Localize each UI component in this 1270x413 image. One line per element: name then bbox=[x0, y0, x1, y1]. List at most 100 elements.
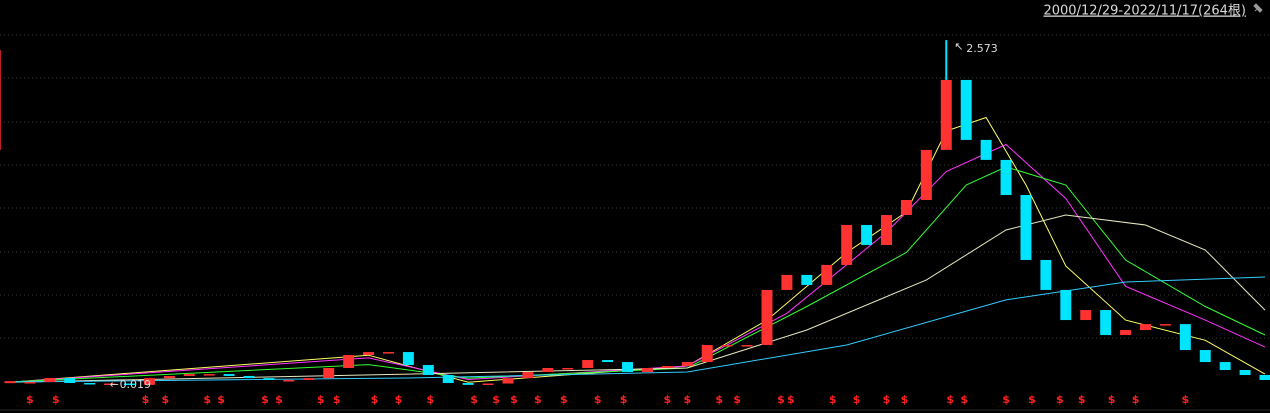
candle bbox=[482, 383, 494, 386]
pin-icon[interactable] bbox=[1253, 3, 1263, 13]
dividend-marker: $ bbox=[470, 393, 478, 406]
candle bbox=[402, 352, 414, 366]
candle bbox=[502, 378, 514, 384]
dividend-marker: $ bbox=[492, 393, 500, 406]
dividend-marker: $ bbox=[217, 393, 225, 406]
candle bbox=[881, 214, 892, 245]
average-line bbox=[9, 276, 1266, 383]
candle bbox=[442, 375, 454, 383]
candle bbox=[203, 374, 215, 376]
dividend-marker: $ bbox=[371, 393, 379, 406]
dividend-marker: $ bbox=[1078, 393, 1086, 406]
dividend-marker: $ bbox=[261, 393, 269, 406]
candle bbox=[542, 367, 554, 373]
candle bbox=[721, 345, 733, 347]
candle bbox=[303, 378, 315, 381]
candle bbox=[522, 372, 534, 379]
average-line bbox=[9, 116, 1266, 383]
candle bbox=[223, 374, 235, 376]
candle bbox=[343, 355, 355, 368]
candle bbox=[661, 365, 673, 368]
candle bbox=[1020, 195, 1032, 260]
candle bbox=[1239, 370, 1251, 376]
dividend-marker: $ bbox=[594, 393, 602, 406]
dividend-marker: $ bbox=[317, 393, 325, 406]
candle bbox=[741, 345, 753, 347]
candle bbox=[1000, 159, 1012, 196]
candle bbox=[24, 382, 36, 384]
dividend-marker: $ bbox=[960, 393, 968, 406]
average-line bbox=[9, 214, 1266, 383]
candle bbox=[1219, 362, 1231, 371]
candle bbox=[1080, 310, 1092, 321]
dividend-marker: $ bbox=[777, 393, 785, 406]
candle bbox=[1060, 289, 1072, 321]
high-label: 2.573 bbox=[966, 42, 998, 55]
dividend-marker: $ bbox=[26, 393, 34, 406]
dividend-marker: $ bbox=[560, 393, 568, 406]
candle bbox=[900, 199, 912, 215]
candle bbox=[1179, 324, 1191, 351]
candle bbox=[821, 264, 833, 285]
dividend-marker: $ bbox=[901, 393, 909, 406]
dividend-marker: $ bbox=[1182, 393, 1190, 406]
candle bbox=[801, 274, 813, 285]
dividend-marker: $ bbox=[1028, 393, 1036, 406]
dividend-marker: $ bbox=[426, 393, 434, 406]
dividend-marker: $ bbox=[510, 393, 518, 406]
candle bbox=[1159, 324, 1171, 326]
candle bbox=[283, 380, 295, 382]
candle bbox=[1140, 324, 1151, 331]
candle bbox=[980, 139, 992, 160]
candle bbox=[1259, 375, 1270, 381]
candle bbox=[382, 352, 394, 354]
candle bbox=[243, 375, 255, 379]
dividend-marker: $ bbox=[162, 393, 170, 406]
candle bbox=[940, 79, 952, 150]
period-label[interactable]: 2000/12/29-2022/11/17(264根) bbox=[1043, 4, 1246, 19]
candle bbox=[263, 378, 275, 381]
dividend-marker: $ bbox=[534, 393, 542, 406]
candle bbox=[104, 383, 116, 386]
candle bbox=[422, 365, 434, 376]
dividend-marker: $ bbox=[1132, 393, 1140, 406]
candle bbox=[323, 367, 335, 379]
candle bbox=[143, 378, 155, 385]
dividend-marker: $ bbox=[683, 393, 691, 406]
candle bbox=[920, 149, 932, 200]
candle bbox=[84, 382, 96, 385]
grid bbox=[0, 34, 1270, 339]
candle bbox=[681, 362, 693, 366]
candle bbox=[183, 374, 195, 376]
dividend-marker: $ bbox=[333, 393, 341, 406]
average-line bbox=[9, 166, 1266, 383]
candle bbox=[4, 381, 16, 384]
dividend-marker: $ bbox=[829, 393, 837, 406]
candle bbox=[163, 375, 175, 379]
dividend-marker: $ bbox=[1002, 393, 1010, 406]
candle bbox=[44, 377, 56, 383]
dividend-marker: $ bbox=[664, 393, 672, 406]
dividend-marker: $ bbox=[395, 393, 403, 406]
candle bbox=[861, 224, 873, 245]
candle bbox=[1120, 330, 1132, 336]
dividend-marker: $ bbox=[1056, 393, 1064, 406]
candle bbox=[641, 367, 653, 373]
arrow: ← bbox=[110, 378, 119, 391]
average-line bbox=[9, 143, 1266, 383]
candle bbox=[562, 367, 574, 370]
candle bbox=[701, 345, 713, 363]
dividend-marker: $ bbox=[733, 393, 741, 406]
dividend-marker: $ bbox=[142, 393, 150, 406]
dividend-marker: $ bbox=[787, 393, 795, 406]
candle bbox=[622, 362, 634, 373]
candle bbox=[363, 352, 375, 356]
candle bbox=[582, 360, 594, 368]
dividend-marker: $ bbox=[275, 393, 283, 406]
candle bbox=[1100, 310, 1112, 336]
candle bbox=[1199, 350, 1211, 363]
candle bbox=[761, 289, 773, 346]
dividend-marker: $ bbox=[853, 393, 861, 406]
arrow: ↖ bbox=[954, 40, 963, 53]
